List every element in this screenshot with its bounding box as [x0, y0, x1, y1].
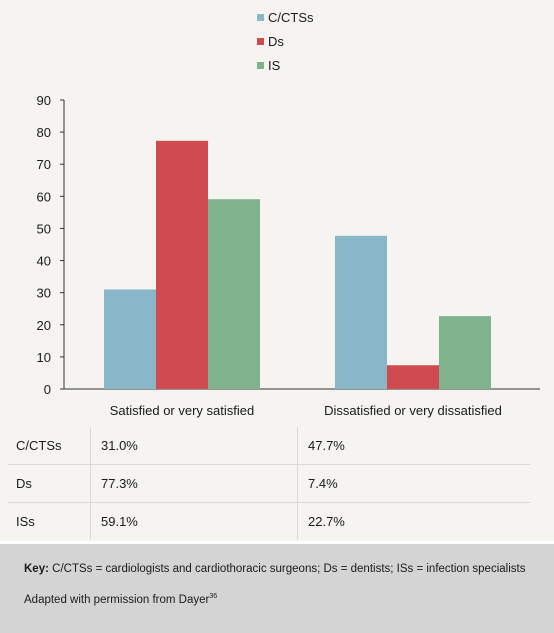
data-table: C/CTSs 31.0% 47.7% Ds 77.3% 7.4% ISs 59.…	[8, 427, 530, 540]
reference-number: 36	[209, 593, 218, 600]
legend-swatch	[257, 62, 264, 69]
chart-panel: 0 10 20 30 40 50 60 70 80 90 Satisfied or very sat…	[0, 0, 554, 541]
y-tick-label: 30	[37, 286, 51, 301]
key-text: C/CTSs = cardiologists and cardiothoraci…	[52, 563, 526, 575]
y-tick-label: 0	[44, 382, 51, 397]
bar-c-ctss	[335, 235, 387, 389]
y-tick-label: 70	[37, 157, 51, 172]
key-note: Key: C/CTSs = cardiologists and cardioth…	[24, 562, 530, 576]
y-tick-label: 60	[37, 189, 51, 204]
row-label: Ds	[8, 464, 91, 503]
legend-label: IS	[268, 58, 281, 73]
x-category-label: Dissatisfied or very dissatisfied	[324, 403, 502, 418]
x-category-label: Satisfied or very satisfied	[110, 403, 255, 418]
y-tick-label: 50	[37, 221, 51, 236]
bar-c-ctss	[104, 289, 156, 389]
row-label: C/CTSs	[8, 427, 91, 465]
bar-is	[208, 199, 260, 389]
table-cell: 22.7%	[308, 514, 345, 529]
bar-chart: 0 10 20 30 40 50 60 70 80 90 Satisfied or very sat…	[37, 10, 540, 418]
footer-note: Key: C/CTSs = cardiologists and cardioth…	[0, 544, 554, 633]
row-label: ISs	[8, 502, 91, 540]
y-tick-label: 10	[37, 350, 51, 365]
key-label: Key:	[24, 563, 49, 575]
legend-swatch	[257, 38, 264, 45]
bar-ds	[156, 140, 208, 389]
y-tick-label: 40	[37, 254, 51, 269]
y-tick-label: 80	[37, 125, 51, 140]
table-cell: 47.7%	[297, 427, 530, 465]
adapted-text: Adapted with permission from Dayer	[24, 593, 210, 606]
adapted-note: Adapted with permission from Dayer36	[24, 590, 530, 607]
legend-swatch	[257, 14, 264, 21]
bar-ds	[387, 365, 439, 389]
table-cell: 59.1%	[90, 502, 298, 540]
table-cell: 31.0%	[90, 427, 298, 465]
y-tick-label: 20	[37, 318, 51, 333]
table-row: C/CTSs 31.0% 47.7%	[8, 427, 530, 465]
legend-label: C/CTSs	[268, 10, 314, 25]
table-row: Ds 77.3% 7.4%	[8, 464, 530, 503]
table-cell: 77.3%	[90, 464, 298, 503]
table-cell: 7.4%	[297, 464, 530, 503]
y-tick-label: 90	[37, 93, 51, 108]
legend-label: Ds	[268, 34, 284, 49]
table-row: ISs 59.1% 22.7%	[8, 502, 530, 540]
bar-is	[439, 316, 491, 389]
